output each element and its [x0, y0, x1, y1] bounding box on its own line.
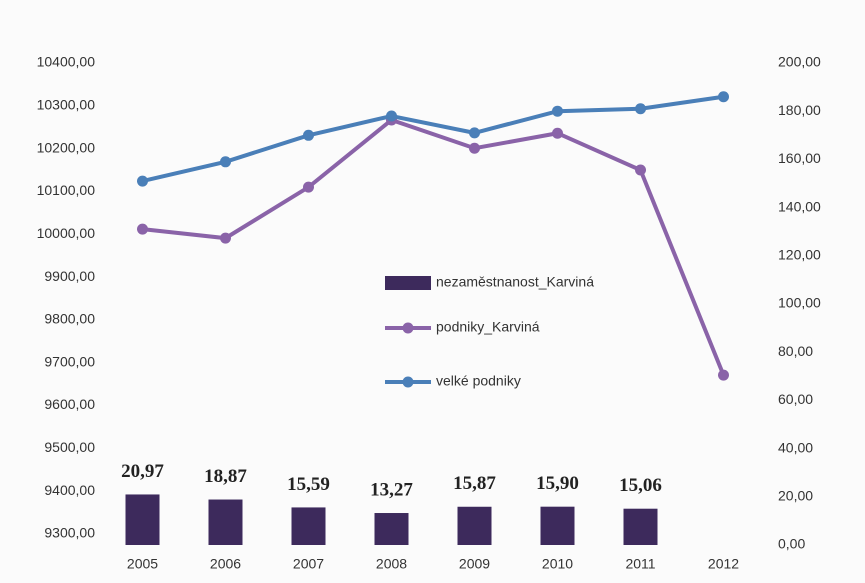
y-tick-label: 10100,00 — [37, 182, 96, 198]
y2-tick-label: 160,00 — [778, 150, 821, 166]
legend-label: nezaměstnanost_Karviná — [436, 274, 594, 290]
value-label: 13,27 — [370, 479, 413, 500]
legend-label: podniky_Karviná — [436, 319, 540, 335]
y2-tick-label: 120,00 — [778, 247, 821, 263]
x-tick-label: 2007 — [293, 556, 324, 572]
bar — [208, 499, 243, 545]
y-tick-label: 9500,00 — [44, 439, 95, 455]
x-tick-label: 2005 — [127, 556, 158, 572]
y-tick-label: 9900,00 — [44, 268, 95, 284]
bar — [374, 513, 409, 545]
y-tick-label: 10400,00 — [37, 54, 96, 70]
y-tick-label: 9300,00 — [44, 525, 95, 541]
y2-tick-label: 0,00 — [778, 536, 805, 552]
y2-tick-label: 80,00 — [778, 343, 813, 359]
y2-tick-label: 140,00 — [778, 198, 821, 214]
point — [303, 181, 314, 193]
value-label: 15,59 — [287, 474, 330, 495]
y2-tick-label: 100,00 — [778, 295, 821, 311]
value-label: 15,06 — [619, 475, 662, 496]
point — [718, 91, 729, 103]
point — [718, 369, 729, 381]
y2-tick-label: 40,00 — [778, 439, 813, 455]
y2-tick-label: 60,00 — [778, 391, 813, 407]
legend-swatch — [402, 376, 414, 388]
bar — [291, 507, 326, 545]
value-label: 15,87 — [453, 473, 496, 494]
point — [303, 129, 314, 141]
point — [552, 127, 563, 139]
x-tick-label: 2006 — [210, 556, 241, 572]
y-tick-label: 10300,00 — [37, 97, 96, 113]
y-tick-label: 9700,00 — [44, 353, 95, 369]
y2-tick-label: 180,00 — [778, 102, 821, 118]
x-tick-label: 2010 — [542, 556, 573, 572]
point — [635, 103, 646, 115]
y-tick-label: 9800,00 — [44, 311, 95, 327]
y-tick-label: 10200,00 — [37, 139, 96, 155]
point — [137, 223, 148, 235]
point — [635, 164, 646, 176]
y-tick-label: 9600,00 — [44, 396, 95, 412]
point — [220, 156, 231, 168]
legend-label: velké podniky — [436, 373, 521, 389]
x-tick-label: 2009 — [459, 556, 490, 572]
point — [386, 110, 397, 122]
legend-swatch — [385, 276, 431, 290]
y2-tick-label: 20,00 — [778, 488, 813, 504]
value-label: 20,97 — [121, 461, 164, 482]
y-tick-label: 10000,00 — [37, 225, 96, 241]
bar — [623, 508, 658, 545]
point — [220, 232, 231, 244]
y-tick-label: 9400,00 — [44, 482, 95, 498]
bar — [540, 506, 575, 545]
point — [552, 105, 563, 117]
value-label: 15,90 — [536, 473, 579, 494]
value-label: 18,87 — [204, 466, 247, 487]
line — [142, 117, 726, 376]
x-tick-label: 2008 — [376, 556, 407, 572]
point — [469, 127, 480, 139]
bar — [125, 494, 160, 545]
bar — [457, 506, 492, 545]
line — [142, 94, 724, 184]
point — [469, 142, 480, 154]
x-tick-label: 2011 — [625, 556, 655, 572]
legend-swatch — [402, 322, 414, 334]
y2-tick-label: 200,00 — [778, 54, 821, 70]
point — [137, 175, 148, 187]
x-tick-label: 2012 — [708, 556, 739, 572]
